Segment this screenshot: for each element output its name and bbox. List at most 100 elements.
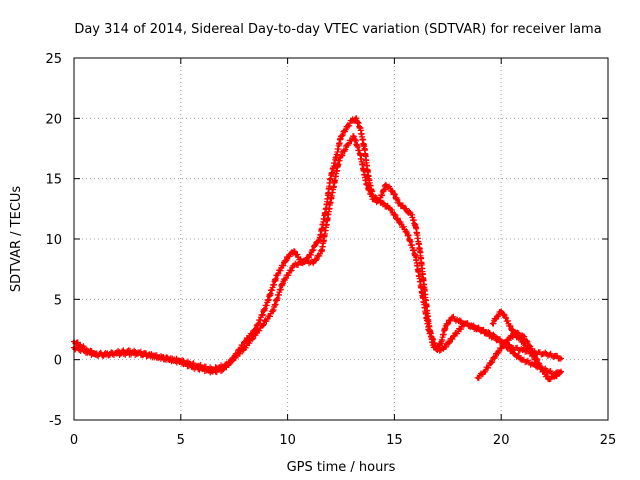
y-tick-labels: -5 0 5 10 15 20 25: [45, 52, 62, 429]
data-point: [520, 348, 525, 352]
data-point: [115, 352, 119, 356]
data-point: [435, 348, 439, 352]
data-point: [335, 152, 339, 157]
data-point: [397, 201, 401, 205]
y-tick-label: 15: [45, 173, 62, 188]
data-point: [508, 324, 512, 328]
data-point: [439, 339, 443, 344]
data-series-3: [474, 329, 564, 383]
data-point: [463, 321, 467, 326]
data-point: [456, 319, 461, 323]
data-series-4: [489, 308, 539, 363]
data-point: [365, 183, 369, 187]
data-point: [409, 213, 414, 217]
data-point: [482, 370, 486, 374]
data-point: [281, 279, 285, 283]
y-tick-label: 20: [45, 112, 62, 127]
y-tick-label: 10: [45, 233, 62, 248]
data-point: [157, 355, 162, 359]
data-point: [488, 361, 493, 365]
data-point: [93, 353, 97, 357]
data-point: [354, 116, 358, 120]
data-point: [136, 352, 140, 356]
data-point: [196, 364, 200, 368]
data-point: [414, 255, 418, 259]
data-point: [292, 263, 296, 268]
y-tick-label: 25: [45, 52, 62, 67]
data-point: [260, 324, 264, 328]
data-point: [512, 352, 516, 356]
data-point: [292, 249, 296, 253]
data-point: [546, 377, 550, 381]
data-point: [328, 201, 332, 205]
data-point: [450, 315, 454, 320]
data-point: [307, 255, 311, 259]
series-markers: [71, 133, 564, 378]
x-tick-label: 15: [386, 433, 403, 448]
data-point: [491, 321, 495, 326]
y-tick-label: -5: [49, 414, 62, 429]
data-point: [358, 152, 362, 157]
x-tick-label: 5: [177, 433, 185, 448]
data-point: [390, 189, 394, 193]
data-point: [559, 356, 563, 361]
data-point: [501, 343, 505, 347]
data-point: [444, 324, 448, 328]
data-point: [531, 362, 535, 367]
data-point: [243, 346, 247, 350]
data-point: [264, 303, 268, 307]
data-point: [559, 370, 563, 374]
x-tick-label: 0: [70, 433, 78, 448]
data-point: [339, 134, 343, 139]
data-point: [371, 197, 375, 201]
data-point: [495, 336, 499, 340]
x-tick-label: 20: [493, 433, 510, 448]
y-tick-label: 0: [54, 354, 62, 369]
y-axis-label: SDTVAR / TECUs: [9, 186, 24, 293]
data-point: [384, 183, 388, 187]
grid: [74, 58, 608, 420]
data-point: [350, 119, 354, 123]
data-point: [473, 326, 478, 330]
data-point: [525, 346, 529, 350]
data-point: [542, 352, 546, 356]
data-point: [345, 125, 350, 129]
data-point: [345, 143, 350, 147]
data-point: [476, 376, 480, 380]
data-point: [211, 367, 215, 371]
data-point: [403, 207, 407, 211]
data-point: [520, 358, 525, 362]
data-point: [452, 333, 456, 338]
data-point: [78, 343, 83, 347]
y-tick-label: 5: [54, 293, 62, 308]
data-point: [516, 336, 520, 340]
data-point: [388, 207, 392, 211]
data-point: [441, 347, 446, 351]
data-point: [540, 367, 544, 371]
data-point: [529, 352, 533, 356]
tick-marks: [73, 57, 609, 421]
x-axis-label: GPS time / hours: [287, 460, 396, 475]
chart-title: Day 314 of 2014, Sidereal Day-to-day VTE…: [74, 22, 601, 37]
x-tick-label: 25: [600, 433, 617, 448]
x-tick-labels: 0 5 10 15 20 25: [70, 433, 616, 448]
data-point: [533, 358, 537, 362]
data-point: [418, 249, 422, 253]
data-point: [271, 309, 275, 313]
data-point: [320, 249, 324, 253]
data-point: [484, 330, 488, 334]
series-layer: [71, 115, 564, 383]
data-point: [397, 219, 401, 223]
data-point: [420, 291, 424, 295]
data-point: [286, 255, 290, 259]
data-point: [426, 327, 431, 332]
data-point: [553, 374, 557, 379]
data-point: [179, 359, 183, 363]
data-point: [362, 146, 367, 151]
x-tick-label: 10: [279, 433, 296, 448]
data-point: [83, 349, 87, 353]
data-point: [318, 237, 322, 241]
data-point: [512, 331, 516, 335]
data-point: [226, 362, 230, 367]
